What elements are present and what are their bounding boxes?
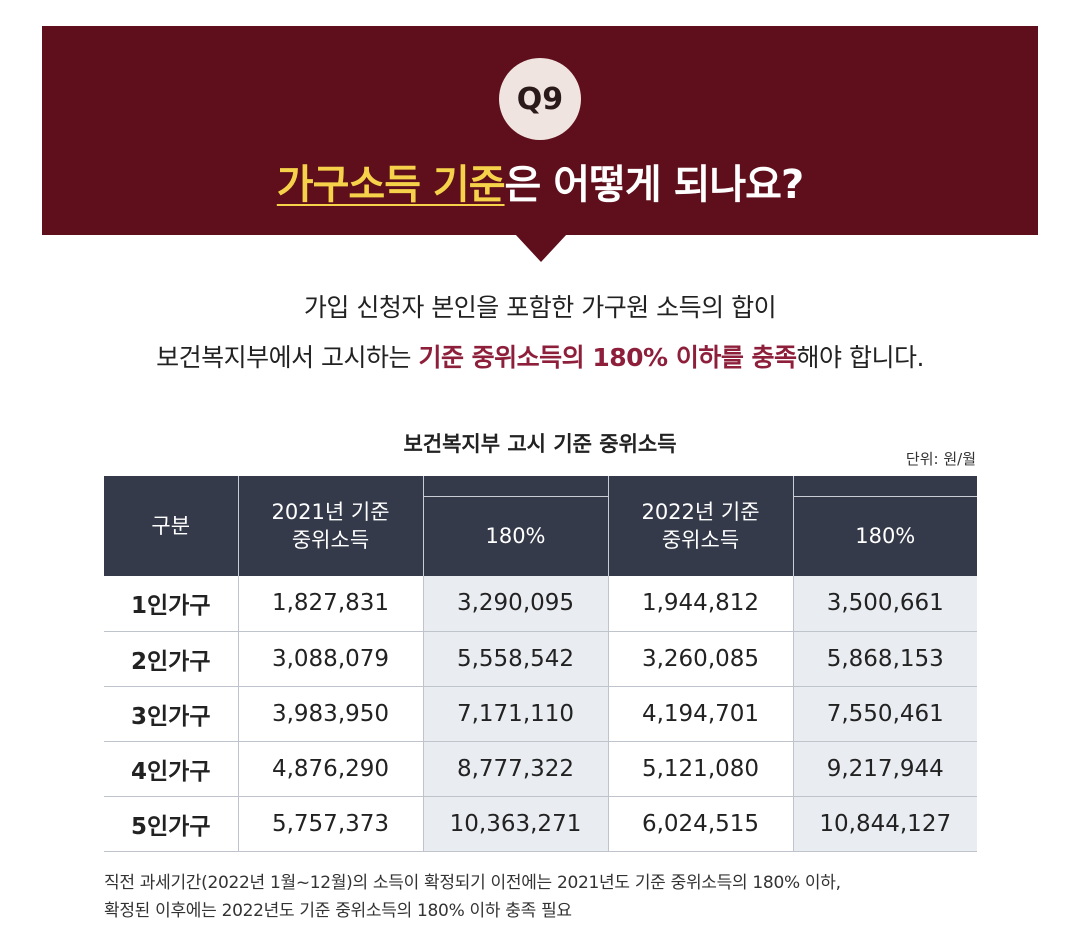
cell-2021-180pct: 7,171,110 [423, 686, 609, 742]
cell-category: 5인가구 [104, 796, 239, 852]
cell-2022-median: 5,121,080 [608, 741, 794, 797]
header-2022-median: 2022년 기준 중위소득 [608, 476, 794, 576]
banner-pointer [515, 234, 567, 262]
cell-category: 4인가구 [104, 741, 239, 797]
footnote-line-1: 직전 과세기간(2022년 1월~12월)의 소득이 확정되기 이전에는 202… [104, 873, 841, 893]
intro-prefix: 보건복지부에서 고시하는 [156, 343, 419, 372]
cell-2022-180pct: 5,868,153 [793, 631, 977, 687]
table-row: 2인가구 3,088,079 5,558,542 3,260,085 5,868… [104, 631, 977, 687]
question-title: 가구소득 기준은 어떻게 되나요? [42, 152, 1038, 210]
cell-2022-180pct: 7,550,461 [793, 686, 977, 742]
cell-2022-median: 4,194,701 [608, 686, 794, 742]
header-2022-spacer [793, 476, 977, 496]
header-category: 구분 [104, 476, 239, 576]
cell-2022-180pct: 9,217,944 [793, 741, 977, 797]
question-title-highlight: 가구소득 기준 [276, 162, 506, 208]
question-badge: Q9 [499, 58, 581, 140]
cell-2021-median: 4,876,290 [238, 741, 424, 797]
cell-2022-median: 1,944,812 [608, 576, 794, 632]
unit-label: 단위: 원/월 [905, 450, 976, 468]
cell-2021-median: 5,757,373 [238, 796, 424, 852]
cell-category: 3인가구 [104, 686, 239, 742]
cell-2021-180pct: 5,558,542 [423, 631, 609, 687]
header-2022-180pct: 180% [793, 495, 977, 576]
intro-emphasis: 기준 중위소득의 180% 이하를 충족 [418, 343, 797, 372]
cell-2021-180pct: 10,363,271 [423, 796, 609, 852]
table-title: 보건복지부 고시 기준 중위소득 [403, 432, 677, 456]
header-2021-180pct: 180% [423, 495, 609, 576]
cell-2021-median: 1,827,831 [238, 576, 424, 632]
header-2021-spacer [423, 476, 609, 496]
intro-suffix: 해야 합니다. [796, 343, 925, 372]
intro-line-2: 보건복지부에서 고시하는 기준 중위소득의 180% 이하를 충족해야 합니다. [0, 338, 1080, 374]
median-income-table: 구분 2021년 기준 중위소득 2022년 기준 중위소득 180% 180%… [104, 476, 977, 852]
cell-2022-median: 6,024,515 [608, 796, 794, 852]
table-row: 3인가구 3,983,950 7,171,110 4,194,701 7,550… [104, 686, 977, 742]
cell-2022-180pct: 10,844,127 [793, 796, 977, 852]
table-row: 5인가구 5,757,373 10,363,271 6,024,515 10,8… [104, 796, 977, 852]
cell-2021-180pct: 3,290,095 [423, 576, 609, 632]
cell-2021-median: 3,983,950 [238, 686, 424, 742]
cell-2022-median: 3,260,085 [608, 631, 794, 687]
cell-2021-median: 3,088,079 [238, 631, 424, 687]
cell-category: 2인가구 [104, 631, 239, 687]
header-2021-median: 2021년 기준 중위소득 [238, 476, 424, 576]
cell-2022-180pct: 3,500,661 [793, 576, 977, 632]
footnote-line-2: 확정된 이후에는 2022년도 기준 중위소득의 180% 이하 충족 필요 [104, 901, 572, 921]
cell-category: 1인가구 [104, 576, 239, 632]
cell-2021-180pct: 8,777,322 [423, 741, 609, 797]
intro-line-1: 가입 신청자 본인을 포함한 가구원 소득의 합이 [303, 293, 777, 322]
table-row: 1인가구 1,827,831 3,290,095 1,944,812 3,500… [104, 576, 977, 632]
question-title-rest: 은 어떻게 되나요? [504, 162, 805, 208]
table-row: 4인가구 4,876,290 8,777,322 5,121,080 9,217… [104, 741, 977, 797]
